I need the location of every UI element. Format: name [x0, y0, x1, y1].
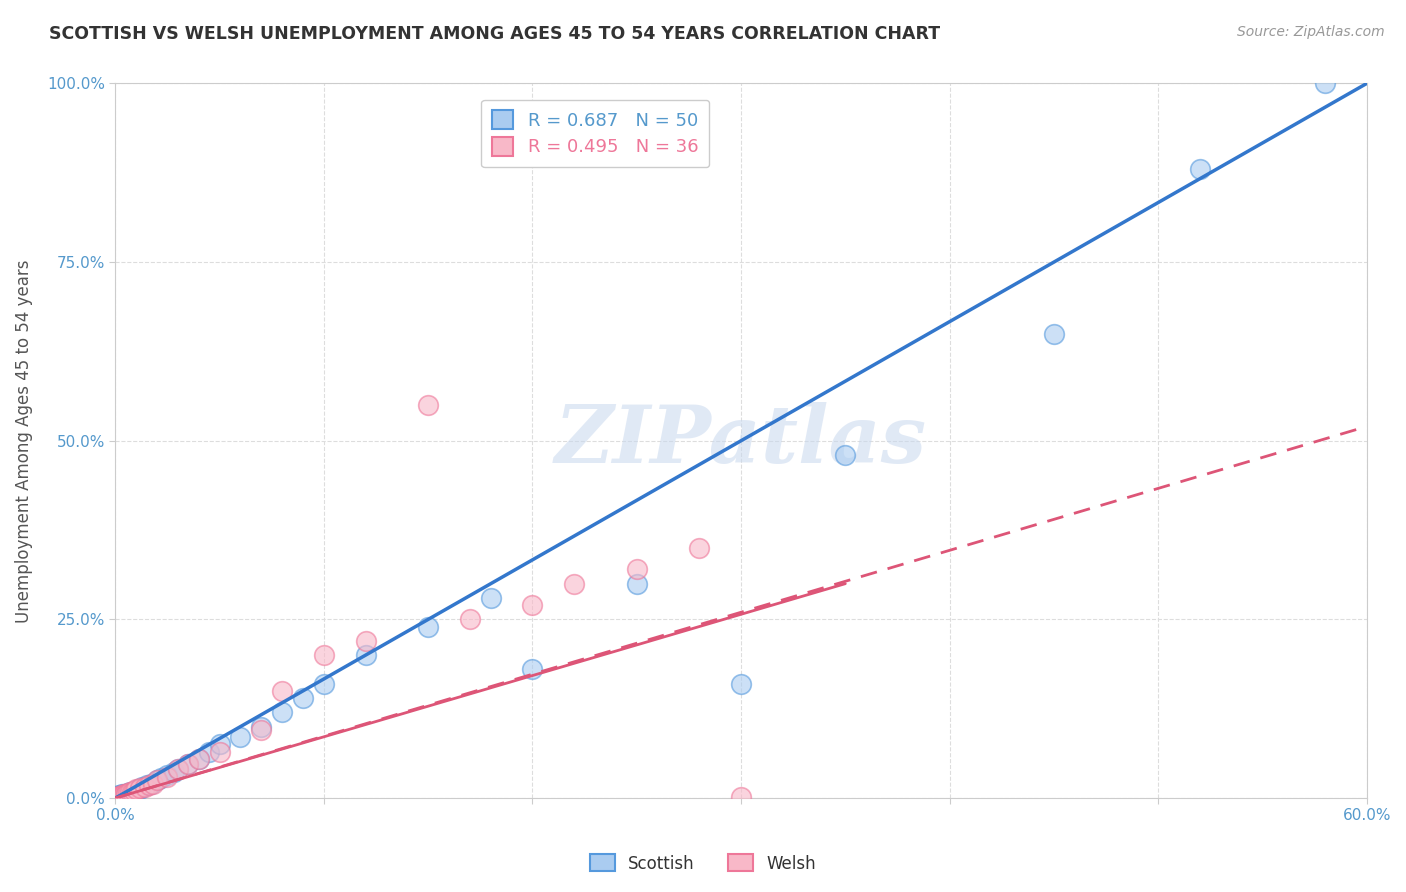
Point	[114, 787, 136, 801]
Point	[1043, 326, 1066, 341]
Point	[108, 789, 131, 803]
Point	[114, 788, 136, 802]
Point	[163, 765, 186, 780]
Point	[110, 788, 132, 802]
Point	[177, 756, 200, 771]
Point	[121, 786, 143, 800]
Point	[134, 780, 156, 794]
Point	[198, 745, 221, 759]
Point	[105, 789, 128, 803]
Point	[129, 780, 152, 795]
Text: Source: ZipAtlas.com: Source: ZipAtlas.com	[1237, 25, 1385, 39]
Point	[730, 677, 752, 691]
Point	[562, 576, 585, 591]
Point	[110, 788, 132, 802]
Point	[142, 777, 165, 791]
Point	[834, 448, 856, 462]
Point	[229, 731, 252, 745]
Point	[626, 576, 648, 591]
Point	[626, 562, 648, 576]
Point	[250, 723, 273, 738]
Point	[117, 786, 139, 800]
Point	[114, 787, 136, 801]
Point	[187, 752, 209, 766]
Point	[208, 738, 231, 752]
Point	[112, 788, 135, 802]
Point	[121, 784, 143, 798]
Point	[112, 788, 135, 802]
Point	[110, 789, 132, 804]
Point	[122, 785, 145, 799]
Point	[730, 790, 752, 805]
Point	[292, 691, 315, 706]
Point	[105, 790, 128, 805]
Legend: R = 0.687   N = 50, R = 0.495   N = 36: R = 0.687 N = 50, R = 0.495 N = 36	[481, 100, 710, 167]
Y-axis label: Unemployment Among Ages 45 to 54 years: Unemployment Among Ages 45 to 54 years	[15, 259, 32, 623]
Point	[354, 648, 377, 662]
Point	[110, 788, 132, 802]
Legend: Scottish, Welsh: Scottish, Welsh	[583, 847, 823, 880]
Point	[105, 790, 128, 805]
Point	[167, 763, 190, 777]
Point	[108, 788, 131, 802]
Point	[108, 789, 131, 804]
Point	[108, 789, 131, 803]
Point	[117, 786, 139, 800]
Point	[167, 763, 190, 777]
Point	[522, 598, 544, 612]
Point	[418, 619, 440, 633]
Point	[156, 770, 179, 784]
Point	[522, 662, 544, 676]
Point	[118, 787, 141, 801]
Point	[146, 773, 169, 788]
Point	[117, 788, 139, 802]
Point	[139, 777, 162, 791]
Point	[150, 771, 173, 785]
Point	[354, 633, 377, 648]
Point	[127, 782, 149, 797]
Point	[112, 788, 135, 802]
Point	[271, 684, 294, 698]
Point	[129, 781, 152, 796]
Point	[156, 768, 179, 782]
Point	[112, 789, 135, 803]
Point	[312, 677, 335, 691]
Point	[135, 778, 157, 792]
Point	[105, 789, 128, 804]
Point	[122, 784, 145, 798]
Point	[688, 541, 710, 555]
Point	[110, 789, 132, 803]
Point	[138, 778, 160, 792]
Point	[125, 784, 148, 798]
Point	[250, 720, 273, 734]
Point	[177, 756, 200, 771]
Point	[208, 745, 231, 759]
Point	[187, 752, 209, 766]
Point	[1188, 162, 1211, 177]
Point	[458, 612, 481, 626]
Point	[114, 788, 136, 802]
Point	[312, 648, 335, 662]
Point	[121, 784, 143, 798]
Point	[271, 706, 294, 720]
Point	[105, 789, 128, 804]
Text: SCOTTISH VS WELSH UNEMPLOYMENT AMONG AGES 45 TO 54 YEARS CORRELATION CHART: SCOTTISH VS WELSH UNEMPLOYMENT AMONG AGE…	[49, 25, 941, 43]
Point	[108, 790, 131, 805]
Point	[131, 780, 153, 795]
Point	[118, 785, 141, 799]
Point	[118, 785, 141, 799]
Point	[1313, 77, 1336, 91]
Point	[418, 398, 440, 412]
Point	[479, 591, 502, 605]
Point	[125, 782, 148, 797]
Text: ZIPatlas: ZIPatlas	[555, 402, 927, 480]
Point	[146, 773, 169, 788]
